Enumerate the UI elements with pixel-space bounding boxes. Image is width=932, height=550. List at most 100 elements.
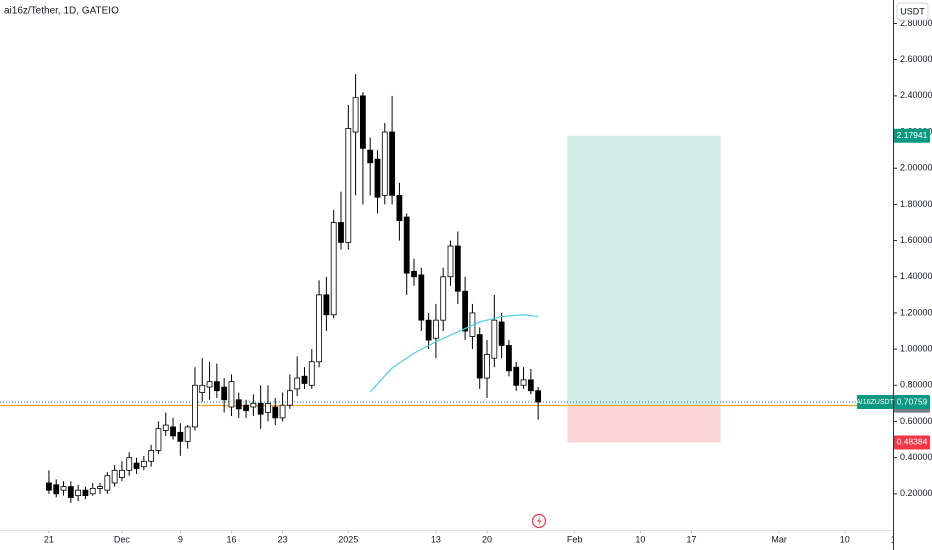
- candle-body: [206, 381, 213, 388]
- symbol-tag-box: [857, 395, 893, 410]
- candle-body: [140, 460, 147, 468]
- candle-body: [454, 245, 461, 292]
- candle-body: [440, 276, 447, 321]
- x-tick-label: 13: [431, 534, 441, 544]
- y-tick-label: 1.00000: [900, 343, 932, 353]
- candle-body: [286, 390, 293, 406]
- candle-body: [126, 457, 133, 471]
- x-tick-label: 10: [840, 534, 850, 544]
- candle-body: [389, 131, 396, 196]
- candle-body: [235, 399, 242, 410]
- candle-body: [418, 274, 425, 321]
- candle-body: [527, 379, 534, 392]
- position-loss-zone: [567, 405, 721, 443]
- candle-body: [162, 424, 169, 431]
- candle-body: [323, 294, 330, 316]
- candle-body: [60, 486, 67, 491]
- candle-body: [184, 426, 191, 442]
- last-price-label-box: [894, 395, 930, 410]
- y-tick-label: 0.40000: [900, 452, 932, 462]
- candle-body: [316, 294, 322, 363]
- time-axis: 21Dec9162320251320Feb1017Mar1017: [44, 530, 901, 544]
- candle-body: [228, 381, 235, 408]
- price-label: 0.48384: [897, 437, 928, 447]
- y-tick-label: 2.40000: [900, 90, 932, 100]
- candle-body: [396, 194, 403, 222]
- candle-body: [279, 404, 286, 419]
- currency-label: USDT: [900, 6, 925, 16]
- candle-body: [97, 486, 103, 489]
- candle-body: [46, 482, 52, 491]
- candle-body: [170, 426, 176, 437]
- y-tick-label: 0.20000: [900, 488, 932, 498]
- price-axis: 0.20000 0.40000 0.60000 0.80000 1.00000 1.200…: [856, 18, 932, 498]
- y-tick-label: 0.80000: [900, 380, 932, 390]
- price-label-box: [894, 128, 930, 143]
- y-tick-label: 2.00000: [900, 163, 932, 173]
- candle-body: [53, 484, 60, 495]
- candle-body: [148, 450, 155, 462]
- chart-title: ai16z/Tether, 1D, GATEIO: [4, 6, 119, 17]
- candle-body: [67, 486, 74, 498]
- position-profit-zone: [567, 135, 721, 406]
- candle-body: [294, 377, 301, 390]
- candle-body: [257, 402, 264, 415]
- currency-button[interactable]: [896, 2, 929, 21]
- x-tick-label: Dec: [114, 534, 131, 544]
- x-tick-label: 23: [278, 534, 288, 544]
- y-tick-label: 1.20000: [900, 307, 932, 317]
- candle-body: [272, 406, 279, 419]
- candle-body: [213, 381, 220, 392]
- y-tick-label: 1.40000: [900, 271, 932, 281]
- candle-body: [301, 375, 308, 384]
- x-tick-label: 10: [635, 534, 645, 544]
- x-tick-label: Feb: [567, 534, 583, 544]
- candle-body: [520, 379, 527, 386]
- candle-body: [367, 149, 374, 164]
- candle-body: [374, 158, 381, 198]
- candle-body: [447, 245, 454, 278]
- x-tick-label: Mar: [771, 534, 787, 544]
- event-icon[interactable]: [531, 513, 547, 529]
- candle-body: [89, 487, 96, 495]
- candle-body: [82, 489, 89, 497]
- candle-body: [513, 366, 520, 386]
- price-label: 2.17941: [897, 130, 928, 140]
- symbol-tag: AI16ZUSDT: [856, 399, 894, 406]
- y-tick-label: 2.80000: [900, 18, 932, 28]
- x-tick-label: 2025: [338, 534, 358, 544]
- candle-body: [155, 428, 162, 451]
- price-label-box: [894, 435, 930, 450]
- candle-body: [484, 354, 490, 379]
- x-tick-label: 16: [226, 534, 236, 544]
- candle-body: [221, 386, 228, 401]
- price-axis-panel: [893, 0, 932, 550]
- candle-body: [491, 319, 498, 359]
- candle-body: [104, 475, 111, 491]
- candle-body: [75, 489, 82, 497]
- candle-body: [411, 270, 417, 278]
- candle-body: [425, 319, 432, 341]
- y-tick-label: 1.60000: [900, 235, 932, 245]
- x-tick-label: 21: [44, 534, 54, 544]
- y-tick-label: 0.60000: [900, 416, 932, 426]
- candle-body: [250, 402, 257, 408]
- candle-body: [498, 321, 505, 346]
- candle-body: [199, 384, 206, 393]
- candle-body: [476, 334, 483, 379]
- plot-area: [0, 74, 893, 503]
- candle-body: [403, 216, 410, 274]
- candle-body: [338, 222, 344, 243]
- y-tick-label: 2.60000: [900, 54, 932, 64]
- candle-body: [535, 390, 542, 403]
- candle-body: [381, 131, 388, 196]
- candle-body: [352, 97, 359, 133]
- candle-body: [133, 462, 140, 469]
- last-price-label: 0.70759: [897, 396, 928, 406]
- y-tick-label: 1.80000: [900, 199, 932, 209]
- candle-body: [177, 431, 184, 442]
- x-tick-label: 20: [482, 534, 492, 544]
- moving-average: [369, 314, 539, 393]
- candle-body: [265, 402, 271, 413]
- candle-body: [433, 319, 439, 339]
